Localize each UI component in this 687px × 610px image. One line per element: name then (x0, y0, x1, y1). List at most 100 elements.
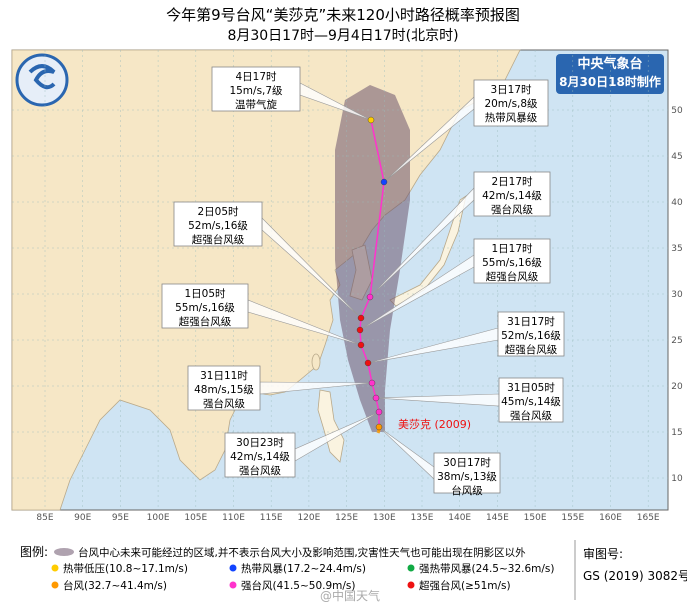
callout-box (473, 171, 551, 217)
callout-wind: 20m/s,8级 (484, 98, 538, 110)
legend-cone: 台风中心未来可能经过的区域,并不表示台风大小及影响范围,灾害性天气也可能出现在阴… (78, 546, 526, 559)
latitude-label: 30 (671, 290, 683, 300)
latitude-label: 20 (671, 382, 683, 392)
longitude-label: 100E (147, 513, 170, 523)
track-point (372, 394, 380, 402)
callout-grade: 热带风暴级 (485, 111, 538, 124)
track-point (380, 178, 388, 186)
latitude-label: 15 (671, 428, 682, 438)
callout-wind: 48m/s,15级 (194, 384, 254, 396)
legend-item: 超强台风(≥51m/s) (419, 579, 511, 592)
longitude-label: 90E (74, 513, 91, 523)
callout-time: 1日05时 (184, 288, 226, 300)
callout-time: 1日17时 (491, 243, 533, 255)
philippines (317, 389, 345, 463)
subtitle: 8月30日17时—9月4日17时(北京时) (227, 28, 458, 44)
callout-box (473, 238, 551, 284)
callout-box (497, 311, 565, 357)
callout-wind: 55m/s,16级 (175, 302, 235, 314)
longitude-label: 140E (448, 513, 471, 523)
legend-item: 热带风暴(17.2~24.4m/s) (241, 562, 366, 575)
callout-wind: 38m/s,13级 (437, 471, 497, 483)
callout-wind: 52m/s,16级 (188, 220, 248, 232)
issue-time: 8月30日18时制作 (559, 74, 661, 89)
callout-box (498, 377, 564, 423)
legend-swatch (51, 564, 59, 572)
callout-grade: 强台风级 (203, 397, 245, 410)
track-point (375, 423, 383, 431)
track-point (364, 359, 372, 367)
callout-time: 4日17时 (235, 71, 277, 83)
track-point (375, 408, 383, 416)
legend-item: 强台风(41.5~50.9m/s) (241, 579, 356, 592)
callout-wind: 42m/s,14级 (482, 190, 542, 202)
title: 今年第9号台风“美莎克”未来120小时路径概率预报图 (166, 6, 520, 24)
latitude-label: 10 (671, 474, 683, 484)
callout-time: 30日17时 (443, 457, 491, 469)
longitude-label: 155E (561, 513, 584, 523)
latitude-label: 35 (671, 244, 682, 254)
callout-box (211, 66, 301, 112)
longitude-label: 135E (411, 513, 434, 523)
callout-wind: 42m/s,14级 (230, 451, 290, 463)
latitude-label: 50 (671, 106, 683, 116)
approval-label: 审图号: (583, 546, 623, 561)
longitude-label: 120E (297, 513, 320, 523)
callout-wind: 15m/s,7级 (229, 85, 283, 97)
callout-box (473, 79, 549, 127)
callout-grade: 强台风级 (510, 409, 552, 422)
longitude-label: 160E (599, 513, 622, 523)
callout-grade: 强台风级 (239, 464, 281, 477)
longitude-label: 85E (36, 513, 53, 523)
callout-time: 30日23时 (236, 437, 284, 449)
track-point (368, 379, 376, 387)
watermark: @中国天气 (320, 588, 380, 603)
longitude-label: 150E (524, 513, 547, 523)
callout-grade: 超强台风级 (179, 315, 232, 328)
logo-mark (28, 64, 56, 90)
legend-swatch (229, 581, 237, 589)
track-point (357, 314, 365, 322)
legend-item: 热带低压(10.8~17.1m/s) (63, 562, 188, 575)
callout-time: 3日17时 (490, 84, 532, 96)
logo (15, 53, 69, 107)
agency-name: 中央气象台 (577, 56, 642, 72)
legend-cone-swatch (54, 548, 74, 556)
longitude-label: 130E (373, 513, 396, 523)
latitude-label: 45 (671, 152, 682, 162)
latitude-label: 25 (671, 336, 682, 346)
legend-title: 图例: (20, 545, 48, 559)
callout-grade: 超强台风级 (505, 343, 558, 356)
callout-box (224, 432, 296, 478)
legend-item: 台风(32.7~41.4m/s) (63, 579, 167, 592)
callout-grade: 超强台风级 (192, 233, 245, 246)
callout-grade: 超强台风级 (486, 270, 539, 283)
track-point (357, 341, 365, 349)
track-point (367, 116, 375, 124)
legend-swatch (407, 581, 415, 589)
longitude-label: 105E (184, 513, 207, 523)
legend-swatch (229, 564, 237, 572)
latitude-label: 40 (671, 198, 683, 208)
callout-box (173, 201, 263, 247)
track-point (356, 326, 364, 334)
legend-swatch (407, 564, 415, 572)
track-point (366, 293, 374, 301)
longitude-label: 165E (637, 513, 660, 523)
legend-swatch (51, 581, 59, 589)
agency-badge (556, 54, 664, 94)
approval-number: GS (2019) 3082号 (583, 569, 687, 583)
legend-item: 强热带风暴(24.5~32.6m/s) (419, 562, 555, 575)
callout-box (433, 452, 501, 494)
longitude-label: 125E (335, 513, 358, 523)
callout-time: 31日05时 (507, 382, 555, 394)
callout-time: 31日17时 (507, 316, 555, 328)
callout-box (187, 365, 261, 411)
longitude-label: 145E (486, 513, 509, 523)
callout-grade: 台风级 (451, 484, 483, 497)
callout-wind: 55m/s,16级 (482, 257, 542, 269)
longitude-label: 110E (222, 513, 245, 523)
longitude-label: 115E (260, 513, 283, 523)
